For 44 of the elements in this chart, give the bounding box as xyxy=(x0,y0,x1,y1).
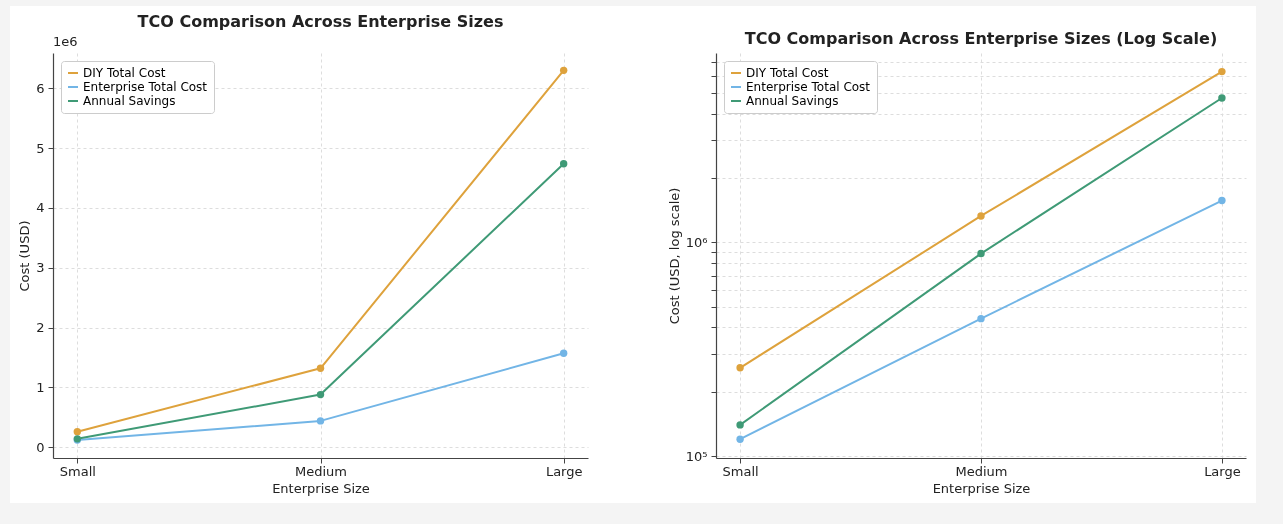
point xyxy=(736,364,744,372)
y-tick-label: 0 xyxy=(36,439,45,455)
y-tick-label: 2 xyxy=(36,320,45,336)
point xyxy=(316,390,325,399)
legend-label: DIY Total Cost xyxy=(746,66,829,80)
point xyxy=(977,314,985,323)
point xyxy=(559,159,568,168)
chart-title: TCO Comparison Across Enterprise Sizes xyxy=(137,12,504,31)
point xyxy=(1218,196,1226,205)
y-tick-label: 4 xyxy=(36,200,45,216)
legend-label: Annual Savings xyxy=(746,94,839,108)
x-axis-title: Enterprise Size xyxy=(272,480,370,496)
point xyxy=(736,421,744,429)
y-axis-title: Cost (USD) xyxy=(17,220,33,292)
y-tick-label: 3 xyxy=(36,260,45,276)
y-tick-label: 1 xyxy=(36,379,45,395)
point xyxy=(1218,94,1226,102)
point xyxy=(977,212,985,220)
x-tick-label: Small xyxy=(722,463,759,479)
chart-title: TCO Comparison Across Enterprise Sizes (Log Scale) xyxy=(744,29,1218,48)
point xyxy=(977,249,985,258)
point xyxy=(1218,67,1226,76)
legend-label: Enterprise Total Cost xyxy=(83,80,208,94)
x-axis-title: Enterprise Size xyxy=(932,480,1031,496)
x-tick-label: Large xyxy=(545,463,583,479)
x-tick-label: Large xyxy=(1204,463,1241,479)
y-tick-label: 10⁶ xyxy=(685,234,708,250)
y-tick-label: 5 xyxy=(36,140,45,156)
point xyxy=(736,435,744,443)
x-tick-label: Medium xyxy=(955,463,1008,479)
y-tick-label: 10⁵ xyxy=(685,448,708,464)
y-tick-label: 6 xyxy=(36,80,45,96)
x-tick-label: Small xyxy=(59,463,96,479)
point xyxy=(559,349,568,358)
point xyxy=(316,364,325,372)
legend-label: DIY Total Cost xyxy=(83,66,166,80)
legend-label: Enterprise Total Cost xyxy=(746,80,871,94)
legend-label: Annual Savings xyxy=(83,94,176,108)
point xyxy=(316,417,325,425)
text: 1e6 xyxy=(53,34,78,49)
point xyxy=(73,427,82,436)
point xyxy=(559,66,568,75)
y-axis-title: Cost (USD, log scale) xyxy=(666,187,682,325)
x-tick-label: Medium xyxy=(295,463,347,479)
